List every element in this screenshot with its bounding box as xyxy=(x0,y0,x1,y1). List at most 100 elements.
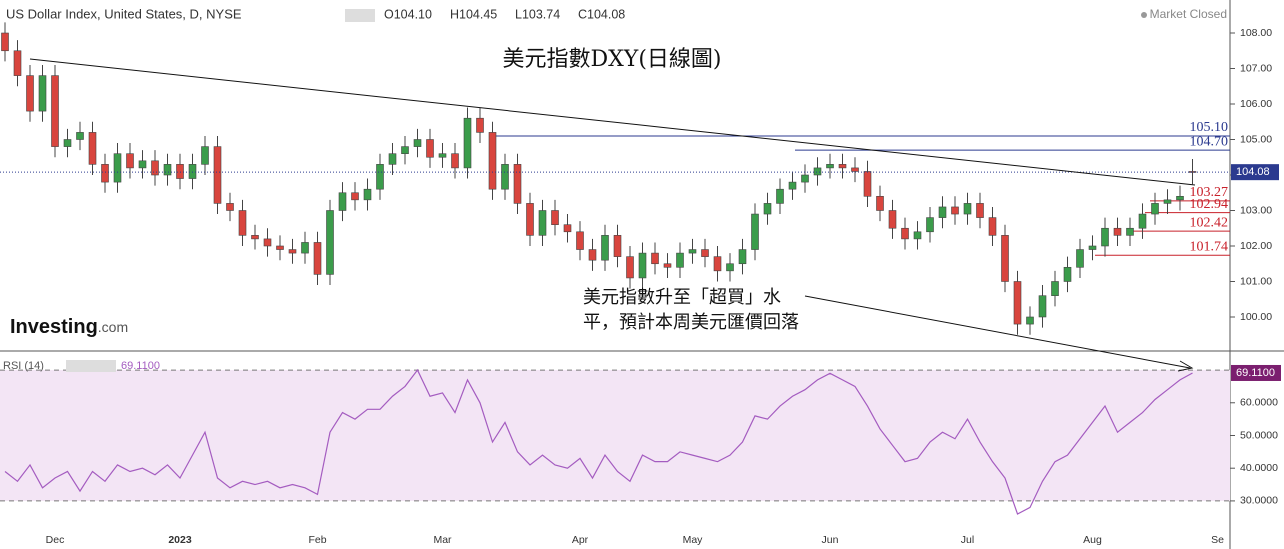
candle-body xyxy=(913,231,922,240)
y-tick-label: 106.00 xyxy=(1240,98,1272,110)
candle-body xyxy=(338,192,347,211)
candle-body xyxy=(1101,227,1109,247)
candle-body xyxy=(176,164,184,179)
logo: Investing.com xyxy=(10,316,128,338)
candle-body xyxy=(88,132,97,165)
candle-body xyxy=(938,206,947,218)
rsi-value: 69.1100 xyxy=(121,360,160,372)
candle-body xyxy=(438,153,447,158)
candle-body xyxy=(876,195,884,211)
candle-body xyxy=(1026,316,1034,325)
candle-body xyxy=(376,164,384,190)
candle-body xyxy=(313,242,322,275)
candle-body xyxy=(388,153,397,165)
candle-body xyxy=(551,210,559,225)
ohlc-open: O104.10 xyxy=(384,7,432,21)
candle-body xyxy=(451,153,459,169)
symbol: US Dollar Index, United States, D, NYSE xyxy=(6,6,242,21)
candle-body xyxy=(688,249,697,254)
candle-body xyxy=(138,160,147,169)
candle-body xyxy=(763,203,772,215)
candle-body xyxy=(413,139,422,147)
candle-body xyxy=(288,249,297,254)
candle-body xyxy=(1013,281,1022,325)
rsi-name: RSI (14) xyxy=(3,360,44,372)
candle-body xyxy=(1038,295,1047,318)
candle-body xyxy=(201,146,209,165)
arrow-head xyxy=(1177,360,1194,372)
candle-body xyxy=(1051,281,1059,296)
y-tick-label: 30.0000 xyxy=(1240,495,1278,507)
candle-body xyxy=(563,224,572,233)
candle-body xyxy=(126,153,134,169)
arrow-line xyxy=(804,295,1191,369)
y-tick-label: 40.0000 xyxy=(1240,462,1278,474)
candle-body xyxy=(576,231,584,250)
candle-body xyxy=(851,167,859,172)
candle-body xyxy=(1088,245,1097,250)
candle-body xyxy=(151,160,159,176)
candle-body xyxy=(613,235,622,257)
candle-body xyxy=(251,235,259,240)
level-label: 102.42 xyxy=(1190,215,1229,230)
candle-body xyxy=(838,164,847,169)
y-tick-label: 108.00 xyxy=(1240,27,1272,39)
candle-body xyxy=(826,164,834,169)
candle-body xyxy=(538,210,547,236)
candle-body xyxy=(188,164,197,179)
candle-body xyxy=(976,203,984,218)
candle-body xyxy=(726,263,734,272)
x-tick-label: May xyxy=(683,534,704,546)
candle-body xyxy=(813,167,822,176)
candle-body xyxy=(351,192,359,201)
candle-body xyxy=(463,117,472,169)
candle-body xyxy=(26,75,34,112)
rsi-band xyxy=(0,370,1230,501)
candle-body xyxy=(651,252,659,265)
candle-body xyxy=(951,206,959,215)
rsi-line xyxy=(4,368,1193,515)
candle-body xyxy=(238,210,247,236)
candle-body xyxy=(701,249,709,257)
x-tick-label: Feb xyxy=(308,534,326,546)
candle-body xyxy=(276,245,284,250)
x-tick-label: 2023 xyxy=(168,534,192,546)
rsi-icons[interactable] xyxy=(66,360,116,372)
candle-body xyxy=(263,238,272,247)
level-label: 105.10 xyxy=(1190,120,1229,135)
candle-body xyxy=(488,132,497,190)
candle-body xyxy=(13,50,22,76)
candle-body xyxy=(926,217,934,233)
candle-body xyxy=(526,203,534,236)
candle-body xyxy=(213,146,222,204)
level-label: 103.27 xyxy=(1190,185,1229,200)
candle-body xyxy=(163,164,172,176)
icons[interactable] xyxy=(345,9,375,22)
candle-body xyxy=(663,263,672,268)
candle-body xyxy=(988,217,997,236)
candle-body xyxy=(63,139,72,147)
candle-body xyxy=(38,75,47,112)
x-tick-label: Mar xyxy=(433,534,452,546)
candle-body xyxy=(1,32,9,52)
candle-body xyxy=(601,235,609,261)
candle-body xyxy=(401,146,409,155)
x-tick-label: Dec xyxy=(46,534,65,546)
candle-body xyxy=(363,188,372,201)
x-tick-label: Aug xyxy=(1083,534,1102,546)
y-tick-label: 101.00 xyxy=(1240,275,1272,287)
x-tick-label: Se xyxy=(1211,534,1224,546)
candle-body xyxy=(888,210,897,229)
last-price-label: 104.08 xyxy=(1236,166,1270,178)
annotation: 美元指數升至「超買」水 xyxy=(583,287,781,308)
candle-body xyxy=(101,164,109,183)
y-tick-label: 100.00 xyxy=(1240,311,1272,323)
status-dot xyxy=(1141,12,1147,18)
chart-title: 美元指數DXY(日線圖) xyxy=(503,47,722,72)
level-label: 101.74 xyxy=(1190,239,1229,254)
candle-body xyxy=(1138,213,1147,229)
y-tick-label: 103.00 xyxy=(1240,204,1272,216)
candle-body xyxy=(788,181,797,190)
logo-suffix: .com xyxy=(98,319,128,335)
